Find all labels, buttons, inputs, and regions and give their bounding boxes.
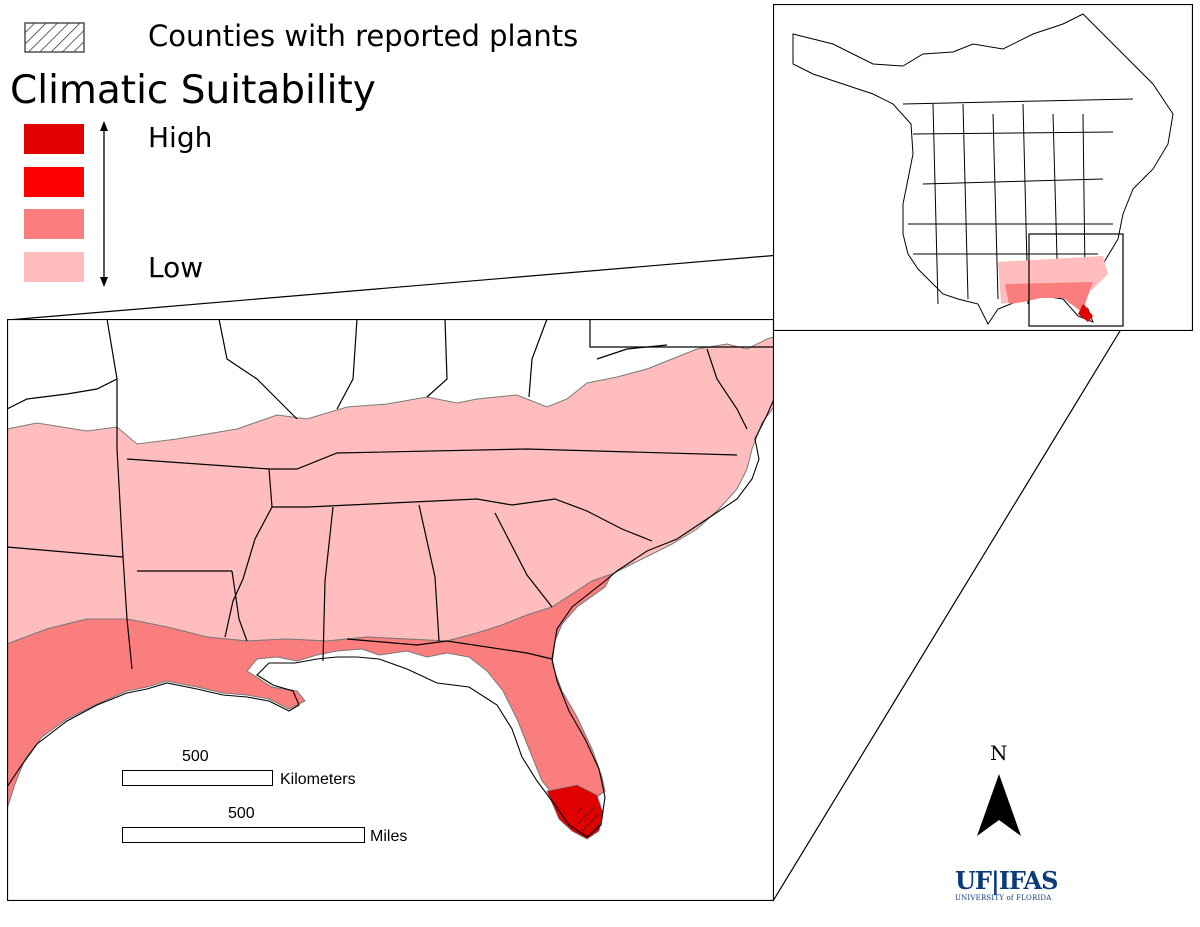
state-boundaries bbox=[7, 319, 774, 670]
ufifas-logo: UF|IFAS UNIVERSITY of FLORIDA bbox=[955, 866, 1059, 903]
legend-title: Climatic Suitability bbox=[10, 68, 376, 113]
low-label: Low bbox=[148, 251, 204, 284]
main-map bbox=[7, 319, 774, 901]
double-arrow-icon bbox=[100, 121, 108, 287]
km-scale-value: 500 bbox=[182, 748, 209, 765]
north-arrow-icon bbox=[977, 774, 1021, 836]
mi-scale-unit: Miles bbox=[370, 828, 408, 845]
mi-scale-value: 500 bbox=[228, 805, 255, 822]
swatch-high bbox=[24, 124, 84, 154]
ufifas-logo-main: UF|IFAS bbox=[955, 866, 1059, 895]
km-scale-bar bbox=[122, 770, 273, 786]
swatch-mid-high bbox=[24, 167, 84, 197]
coastline bbox=[7, 398, 774, 838]
inset-suitability bbox=[998, 256, 1108, 322]
swatch-low bbox=[24, 252, 84, 282]
hatch-legend-label: Counties with reported plants bbox=[148, 19, 579, 53]
inset-focus-box bbox=[1028, 233, 1124, 327]
hatch-swatch bbox=[24, 22, 85, 53]
swatch-mid-low bbox=[24, 209, 84, 239]
north-letter: N bbox=[990, 741, 1008, 765]
ufifas-logo-sub: UNIVERSITY of FLORIDA bbox=[955, 894, 1052, 902]
suitability-high-zone bbox=[546, 784, 604, 840]
km-scale-unit: Kilometers bbox=[280, 771, 356, 788]
inset-map bbox=[773, 4, 1193, 331]
high-label: High bbox=[148, 121, 213, 154]
mi-scale-bar bbox=[122, 827, 365, 843]
